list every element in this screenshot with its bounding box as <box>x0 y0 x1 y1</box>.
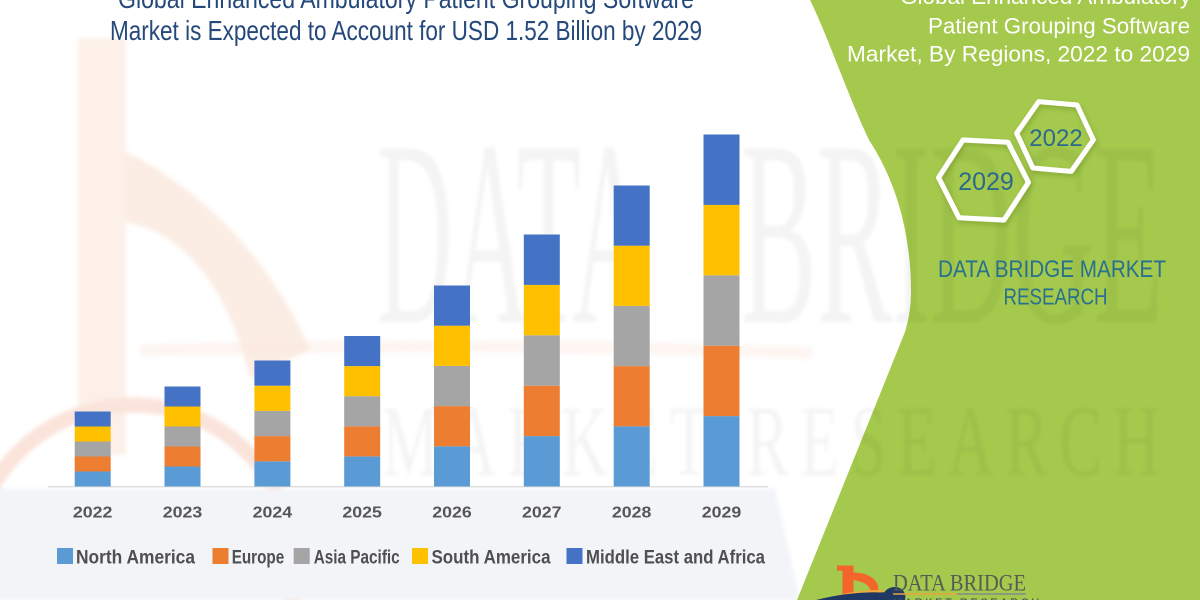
svg-text:2024: 2024 <box>253 505 293 522</box>
svg-text:2026: 2026 <box>432 505 472 522</box>
svg-text:MARKET RESEARCH: MARKET RESEARCH <box>382 387 1171 498</box>
svg-text:South America: South America <box>432 548 551 569</box>
svg-text:Europe: Europe <box>232 548 285 569</box>
svg-text:DATA: DATA <box>377 88 648 380</box>
svg-text:2022: 2022 <box>1029 125 1082 152</box>
svg-text:2023: 2023 <box>163 505 203 522</box>
svg-text:DATA BRIDGE: DATA BRIDGE <box>893 571 1026 596</box>
svg-text:Asia Pacific: Asia Pacific <box>314 548 400 569</box>
svg-text:North America: North America <box>76 548 195 569</box>
svg-text:BRIDGE: BRIDGE <box>741 88 1163 380</box>
svg-text:2027: 2027 <box>522 505 562 522</box>
svg-text:Global Enhanced Ambulatory: Global Enhanced Ambulatory <box>900 0 1192 9</box>
svg-text:Market, By Regions, 2022 to 20: Market, By Regions, 2022 to 2029 <box>847 42 1190 67</box>
svg-text:Patient Grouping Software: Patient Grouping Software <box>928 14 1190 39</box>
svg-text:RESEARCH: RESEARCH <box>1004 284 1108 310</box>
svg-text:MARKET RESEARCH: MARKET RESEARCH <box>893 597 1042 600</box>
svg-text:Market is Expected to Account: Market is Expected to Account for USD 1.… <box>110 15 702 46</box>
svg-text:DATA BRIDGE MARKET: DATA BRIDGE MARKET <box>938 256 1166 283</box>
svg-text:2025: 2025 <box>342 505 382 522</box>
svg-text:Global Enhanced Ambulatory Pat: Global Enhanced Ambulatory Patient Group… <box>118 0 694 14</box>
svg-text:2029: 2029 <box>958 168 1014 196</box>
svg-text:2028: 2028 <box>612 505 652 522</box>
svg-text:2022: 2022 <box>73 505 113 522</box>
svg-text:2029: 2029 <box>702 505 742 522</box>
svg-text:Middle East and Africa: Middle East and Africa <box>586 548 765 569</box>
